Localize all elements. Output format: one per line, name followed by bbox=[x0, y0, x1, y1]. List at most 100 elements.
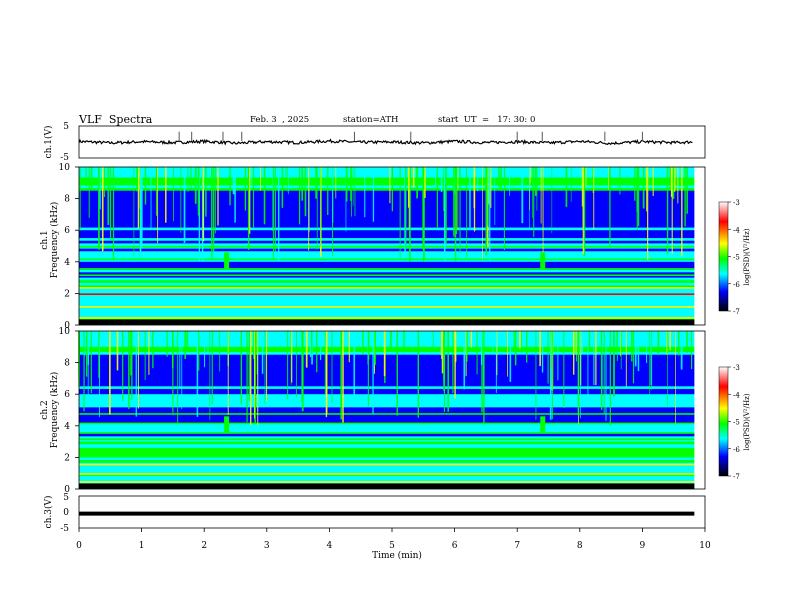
spectrogram-cell bbox=[79, 272, 695, 276]
ytick-label: 8 bbox=[64, 195, 70, 205]
spectrogram-cell bbox=[79, 235, 695, 239]
spectrogram-cell bbox=[79, 224, 695, 229]
spectrogram-cell bbox=[79, 264, 695, 268]
spectrogram-cell bbox=[79, 338, 695, 343]
ch1-spec-ylabel: Frequency (kHz) bbox=[49, 202, 60, 279]
spectrogram-cell bbox=[79, 359, 695, 364]
spectrogram-cell bbox=[79, 217, 695, 221]
spectrogram-cell bbox=[79, 201, 695, 205]
spectrogram-cell bbox=[79, 433, 695, 437]
spectrogram-cell bbox=[79, 470, 695, 474]
spectrogram-cell bbox=[79, 253, 695, 258]
spectrogram-cell bbox=[79, 441, 695, 445]
ch1-ytick-bottom: -5 bbox=[60, 153, 69, 163]
spectrogram-cell bbox=[79, 333, 695, 337]
ytick-label: 0 bbox=[64, 485, 70, 495]
spectrogram-cell bbox=[79, 296, 695, 300]
spectrogram-cell bbox=[79, 238, 695, 242]
spectral-band bbox=[79, 413, 695, 415]
spectrogram-cell bbox=[79, 475, 695, 479]
spectrogram-cell bbox=[79, 467, 695, 472]
spectrogram-cell bbox=[79, 203, 695, 207]
spectrogram-cell bbox=[79, 227, 695, 231]
spectral-band bbox=[79, 287, 695, 289]
x-axis-label: Time (min) bbox=[372, 550, 422, 561]
xtick-label: 8 bbox=[577, 541, 583, 551]
spectrogram-cell bbox=[79, 251, 695, 255]
ch3-waveform-panel: ch.3(V) 5 0 -5 0 1 2 3 4 5 6 7 8 9 10 Time (min) bbox=[43, 493, 711, 561]
spectrogram-cell bbox=[79, 407, 695, 411]
spectrogram-cell bbox=[79, 391, 695, 395]
spectrogram-cell bbox=[79, 190, 695, 194]
xtick-label: 7 bbox=[514, 541, 520, 551]
spectrogram-cell bbox=[79, 290, 695, 294]
spectrogram-cell bbox=[79, 185, 695, 189]
spectrogram-cell bbox=[79, 352, 695, 356]
spectral-band bbox=[79, 317, 695, 319]
spectral-band bbox=[79, 258, 695, 261]
ytick-label: 6 bbox=[64, 226, 70, 236]
spectrogram-cell bbox=[79, 169, 695, 173]
spectrogram-cell bbox=[79, 193, 695, 197]
xtick-label: 3 bbox=[264, 541, 270, 551]
date-label: Feb. 3 , 2025 bbox=[250, 115, 310, 125]
xtick-label: 4 bbox=[327, 541, 333, 551]
xtick-label: 10 bbox=[699, 541, 711, 551]
emission-burst bbox=[540, 416, 546, 434]
spectrogram-cell bbox=[79, 344, 695, 348]
spectrogram-cell bbox=[79, 222, 695, 226]
xtick-label: 9 bbox=[640, 541, 646, 551]
spectrogram-cell bbox=[79, 449, 695, 453]
spectrogram-cell bbox=[79, 167, 695, 171]
spectrogram-cell bbox=[79, 354, 695, 358]
colorbar-tick-label: -5 bbox=[733, 254, 740, 262]
emission-burst bbox=[224, 416, 230, 434]
spectrogram-cell bbox=[79, 177, 695, 181]
colorbar-ch1-label: log(PSD)(V²/Hz) bbox=[743, 228, 751, 285]
colorbar-tick-label: -6 bbox=[733, 446, 740, 454]
spectrogram-base-row bbox=[79, 319, 695, 325]
spectrogram-cell bbox=[79, 444, 695, 448]
spectrogram-cell bbox=[79, 195, 695, 200]
spectrogram-cell bbox=[79, 367, 695, 371]
spectrogram-cell bbox=[79, 280, 695, 284]
figure-title: VLF Spectra bbox=[79, 113, 153, 126]
start-ut-label: start UT = 17: 30: 0 bbox=[438, 115, 536, 125]
spectrogram-cell bbox=[79, 417, 695, 422]
spectrogram-cell bbox=[79, 375, 695, 379]
spectrogram-cell bbox=[79, 306, 695, 310]
spectrogram-cell bbox=[79, 420, 695, 424]
spectrogram-cell bbox=[79, 301, 695, 305]
ch1-ylabel: ch.1(V) bbox=[43, 126, 54, 159]
spectrogram-cell bbox=[79, 373, 695, 377]
emission-burst bbox=[224, 252, 230, 270]
ch3-ytick-top: 5 bbox=[63, 493, 69, 503]
spectral-band bbox=[79, 246, 695, 248]
spectral-band bbox=[79, 473, 695, 475]
spectrogram-cell bbox=[79, 285, 695, 289]
spectral-band bbox=[79, 447, 695, 450]
spectral-band bbox=[79, 274, 695, 277]
ytick-label: 8 bbox=[64, 359, 70, 369]
spectrogram-cell bbox=[79, 188, 695, 192]
ytick-label: 6 bbox=[64, 390, 70, 400]
spectrogram-cell bbox=[79, 370, 695, 374]
xtick-label: 6 bbox=[452, 541, 458, 551]
spectrogram-cell bbox=[79, 436, 695, 440]
spectrogram-cell bbox=[79, 256, 695, 260]
spectrogram-cell bbox=[79, 269, 695, 273]
spectral-band bbox=[79, 438, 695, 441]
xtick-label: 0 bbox=[76, 541, 82, 551]
colorbar-tick-label: -4 bbox=[733, 226, 740, 234]
spectrogram-cell bbox=[79, 428, 695, 432]
colorbar-tick-label: -4 bbox=[733, 391, 740, 399]
spectrogram-cell bbox=[79, 457, 695, 461]
xtick-label: 5 bbox=[389, 541, 395, 551]
ch1-waveform-line bbox=[78, 138, 693, 146]
spectrogram-cell bbox=[79, 232, 695, 236]
spectrogram-cell bbox=[79, 402, 695, 406]
spectrogram-cell bbox=[79, 180, 695, 184]
spectrogram-cell bbox=[79, 298, 695, 302]
ch1-ytick-top: 5 bbox=[63, 122, 69, 132]
